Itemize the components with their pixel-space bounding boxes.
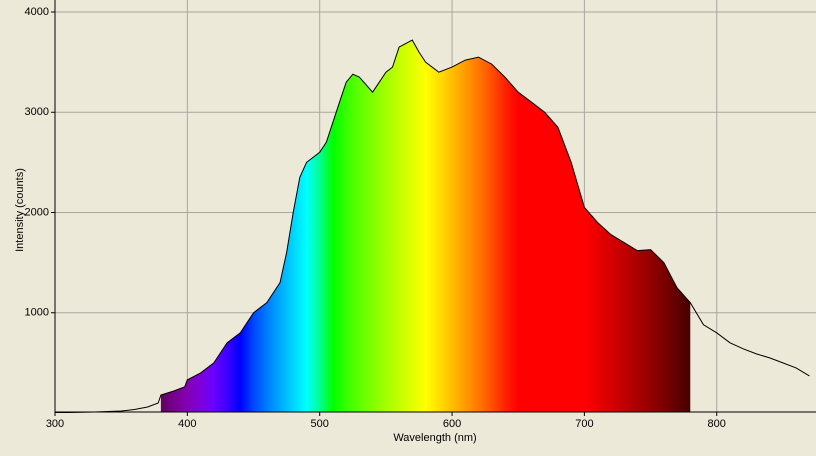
y-tick-label: 4000 xyxy=(25,6,49,18)
x-tick-label: 400 xyxy=(178,418,196,430)
y-axis-label: Intensity (counts) xyxy=(14,168,26,252)
y-tick-label: 3000 xyxy=(25,106,49,118)
y-tick-label: 1000 xyxy=(25,307,49,319)
x-axis-label: Wavelength (nm) xyxy=(393,432,476,444)
spectrum-line xyxy=(55,39,810,413)
x-tick-label: 500 xyxy=(311,418,329,430)
x-tick-label: 800 xyxy=(708,418,726,430)
y-tick-label: 2000 xyxy=(25,206,49,218)
x-tick-label: 600 xyxy=(443,418,461,430)
spectrum-fill xyxy=(160,40,691,412)
x-tick-label: 700 xyxy=(575,418,593,430)
x-tick-label: 300 xyxy=(46,418,64,430)
